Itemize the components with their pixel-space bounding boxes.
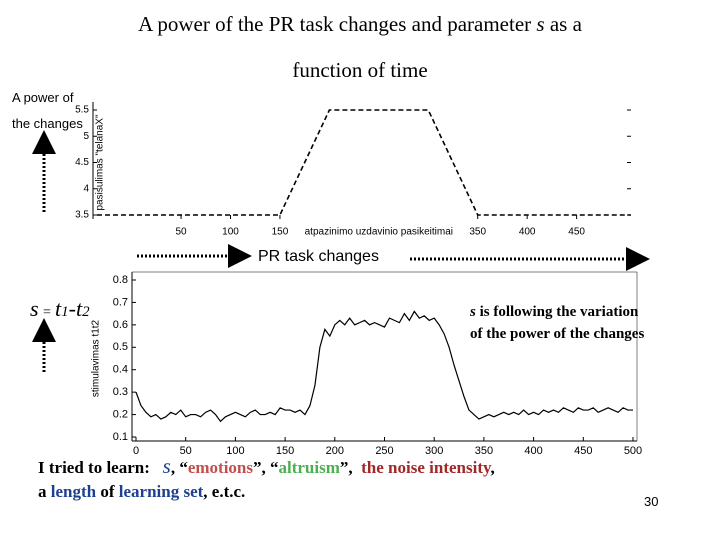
y-tick-label: 0.1 (113, 431, 128, 443)
footer-text: ”, “ (253, 458, 279, 477)
y-tick-label: 4.5 (75, 157, 89, 168)
formula-part: 2 (82, 304, 90, 320)
x-tick-label: 350 (475, 445, 493, 457)
y-tick-label: 0.5 (113, 341, 128, 353)
footer-emotions: emotions (187, 458, 253, 477)
left-label: A power of (12, 90, 74, 105)
x-tick-label: 500 (624, 445, 642, 457)
footer-text: of (96, 482, 119, 501)
x-tick-label: 150 (276, 445, 294, 457)
footer-noise: the noise intensity (361, 458, 491, 477)
title-text: A power of the PR task changes and param… (138, 12, 537, 36)
note: s is following the variation (470, 304, 638, 321)
x-tick-label: 100 (226, 445, 244, 457)
x-tick-label: 350 (469, 227, 486, 238)
x-tick-label: 0 (133, 445, 139, 457)
y-tick-label: 0.8 (113, 274, 128, 286)
x-tick-label: 300 (425, 445, 443, 457)
x-tick-label: 150 (272, 227, 289, 238)
y-tick-label: 0.7 (113, 296, 128, 308)
x-tick-label: 50 (180, 445, 192, 457)
x-tick-label: 200 (326, 445, 344, 457)
title-text: as a (544, 12, 582, 36)
x-tick-label: 100 (222, 227, 239, 238)
footer-learning-set: learning set (118, 482, 204, 501)
formula-part: s (30, 296, 39, 321)
y-tick-label: 5.5 (75, 105, 89, 116)
footer-line: a length of learning set, e.t.c. (38, 482, 245, 502)
x-tick-label: 400 (519, 227, 536, 238)
formula-part: = (38, 305, 56, 320)
data-line (135, 310, 633, 423)
formula-part: 1 (61, 304, 69, 320)
y-tick-label: 0.4 (113, 364, 128, 376)
footer-text: , “ (170, 458, 188, 477)
footer-text: , e.t.c. (203, 482, 246, 501)
x-axis-label: atpazinimo uzdavinio pasikeitimai (305, 227, 453, 238)
y-tick-label: 0.3 (113, 386, 128, 398)
note-text: is following the variation (475, 304, 639, 320)
footer-s: s (162, 454, 171, 478)
x-tick-label: 450 (568, 227, 585, 238)
y-tick-label: 3.5 (75, 210, 89, 221)
y-tick-label: 0.2 (113, 408, 128, 420)
footer-text: I tried to learn: (38, 458, 150, 477)
title-s: s (536, 12, 545, 36)
title-line2: function of time (292, 58, 428, 82)
y-tick-label: 0.6 (113, 319, 128, 331)
formula-part: -t (68, 296, 83, 321)
left-label: the changes (12, 116, 83, 131)
y-axis-label: stimulavimas t1t2 (91, 319, 102, 397)
title: A power of the PR task changes and param… (0, 12, 720, 37)
x-tick-label: 450 (574, 445, 592, 457)
page-number: 30 (644, 494, 659, 509)
middle-label: PR task changes (258, 248, 379, 265)
note-s: s (470, 304, 476, 320)
formula-part: t (55, 296, 62, 321)
footer-text: a (38, 482, 51, 501)
footer-text: ”, (339, 458, 353, 477)
x-tick-label: 50 (175, 227, 187, 238)
footer-line: I tried to learn: s, “emotions”, “altrui… (38, 454, 495, 479)
y-tick-label: 5 (83, 131, 89, 142)
x-tick-label: 400 (524, 445, 542, 457)
x-tick-label: 250 (375, 445, 393, 457)
formula: s = t1-t2 (30, 296, 90, 322)
footer-length: length (50, 482, 97, 501)
data-line (97, 109, 631, 216)
footer-altruism: altruism (278, 458, 340, 477)
y-tick-label: 4 (83, 183, 89, 194)
y-axis-label: pasisulimas "telanaX" (95, 114, 106, 210)
footer-text: , (490, 458, 495, 477)
note-text: of the power of the changes (470, 326, 645, 342)
